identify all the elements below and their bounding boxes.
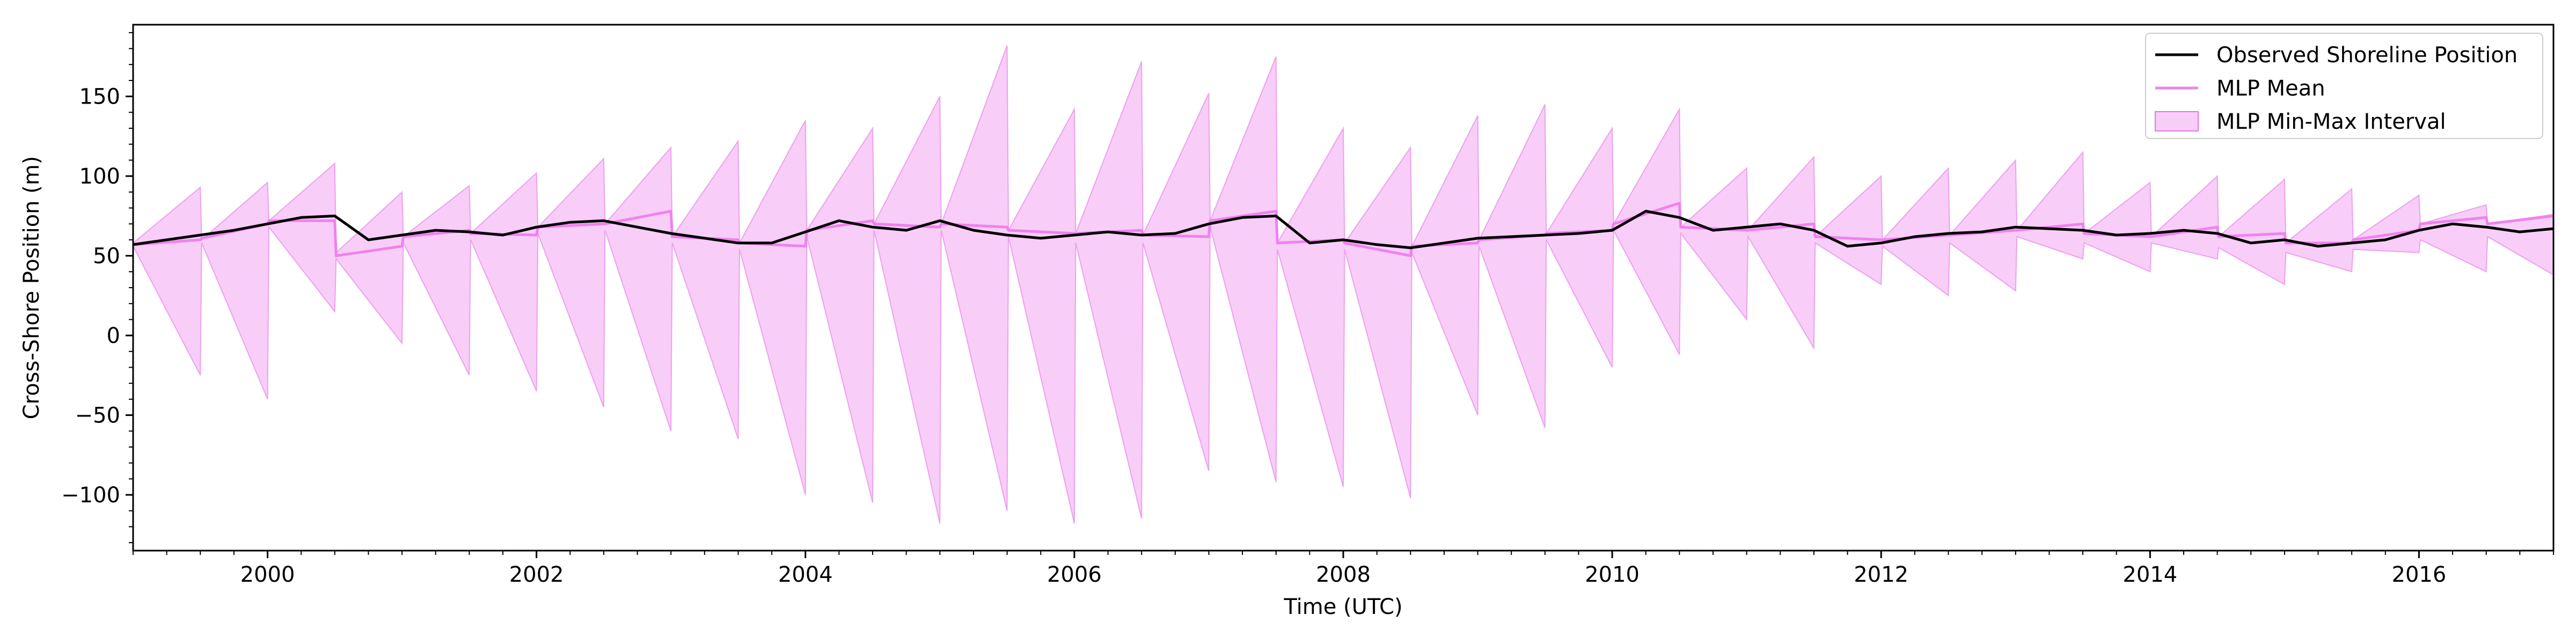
x-tick-label: 2012 bbox=[1854, 562, 1908, 587]
y-axis-label: Cross-Shore Position (m) bbox=[19, 156, 44, 420]
x-tick-label: 2016 bbox=[2392, 562, 2447, 587]
x-tick-label: 2002 bbox=[509, 562, 564, 587]
legend: Observed Shoreline Position MLP Mean MLP… bbox=[2145, 33, 2543, 139]
legend-box bbox=[2145, 33, 2543, 139]
y-tick-label: −50 bbox=[75, 404, 120, 428]
y-tick-label: −100 bbox=[61, 483, 120, 508]
legend-observed-label: Observed Shoreline Position bbox=[2216, 43, 2518, 68]
plot-area bbox=[133, 45, 2553, 524]
x-tick-label: 2006 bbox=[1047, 562, 1102, 587]
mlp-mean-line bbox=[133, 202, 2553, 258]
x-tick-label: 2010 bbox=[1585, 562, 1640, 587]
legend-mean-label: MLP Mean bbox=[2216, 76, 2325, 101]
x-tick-label: 2008 bbox=[1316, 562, 1371, 587]
x-tick-label: 2000 bbox=[240, 562, 295, 587]
y-tick-label: 150 bbox=[79, 85, 120, 109]
mean-layer bbox=[133, 202, 2553, 258]
y-tick-label: 0 bbox=[107, 324, 120, 348]
x-tick-label: 2004 bbox=[778, 562, 833, 587]
x-tick-label: 2014 bbox=[2123, 562, 2177, 587]
legend-interval-swatch bbox=[2155, 111, 2199, 131]
y-tick-label: 50 bbox=[93, 244, 120, 269]
observed-layer bbox=[133, 210, 2553, 250]
y-tick-label: 100 bbox=[79, 164, 120, 189]
x-axis-ticks: 2000 2002 2004 2006 2008 2010 2012 2014 2016 bbox=[133, 551, 2554, 587]
y-axis-ticks: −100 −50 0 50 100 150 bbox=[61, 32, 133, 544]
x-axis-label: Time (UTC) bbox=[1283, 595, 1402, 619]
observed-shoreline-line bbox=[133, 210, 2553, 250]
legend-interval-label: MLP Min-Max Interval bbox=[2216, 109, 2446, 134]
